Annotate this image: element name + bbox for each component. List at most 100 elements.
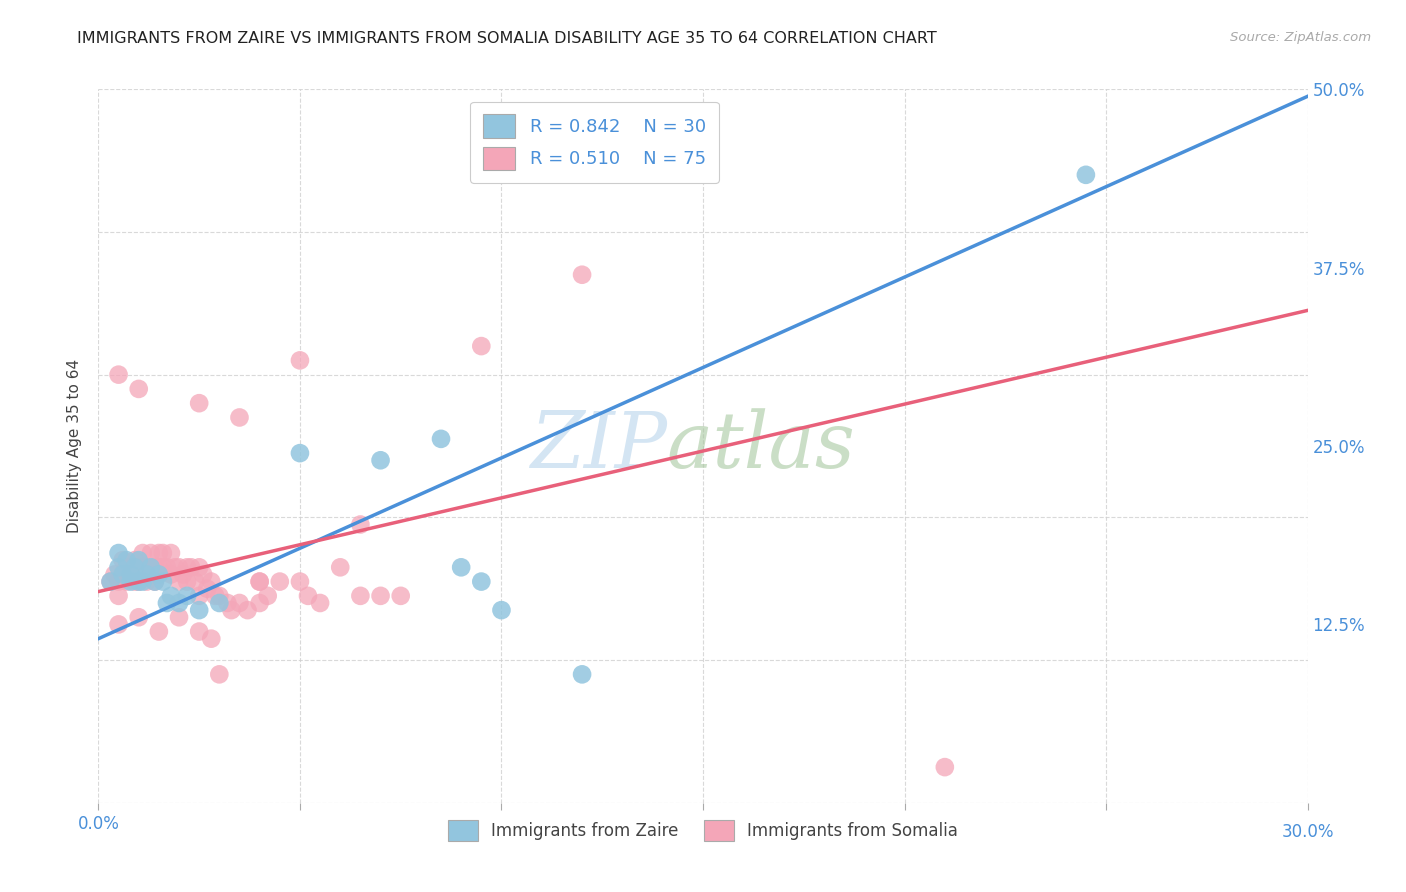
Point — [111, 567, 134, 582]
Legend: Immigrants from Zaire, Immigrants from Somalia: Immigrants from Zaire, Immigrants from S… — [441, 814, 965, 848]
Point — [184, 574, 207, 589]
Point — [115, 574, 138, 589]
Point — [128, 560, 150, 574]
Text: ZIP: ZIP — [530, 408, 666, 484]
Point — [208, 596, 231, 610]
Point — [135, 567, 157, 582]
Point — [135, 574, 157, 589]
Point — [297, 589, 319, 603]
Point — [167, 560, 190, 574]
Point — [470, 574, 492, 589]
Point — [208, 589, 231, 603]
Text: atlas: atlas — [666, 408, 855, 484]
Point — [128, 553, 150, 567]
Point — [329, 560, 352, 574]
Point — [128, 382, 150, 396]
Point — [176, 589, 198, 603]
Point — [107, 546, 129, 560]
Point — [450, 560, 472, 574]
Point — [139, 560, 162, 574]
Point — [571, 667, 593, 681]
Point — [160, 567, 183, 582]
Point — [143, 574, 166, 589]
Point — [200, 574, 222, 589]
Point — [156, 596, 179, 610]
Point — [163, 560, 186, 574]
Point — [349, 517, 371, 532]
Point — [103, 567, 125, 582]
Point — [100, 574, 122, 589]
Point — [152, 560, 174, 574]
Point — [152, 574, 174, 589]
Point — [269, 574, 291, 589]
Point — [288, 574, 311, 589]
Point — [107, 617, 129, 632]
Point — [176, 560, 198, 574]
Point — [370, 589, 392, 603]
Point — [128, 574, 150, 589]
Point — [167, 610, 190, 624]
Point — [115, 553, 138, 567]
Point — [100, 574, 122, 589]
Point — [172, 567, 194, 582]
Point — [309, 596, 332, 610]
Point — [176, 574, 198, 589]
Point — [160, 546, 183, 560]
Point — [148, 567, 170, 582]
Point — [156, 560, 179, 574]
Point — [139, 546, 162, 560]
Point — [124, 553, 146, 567]
Point — [120, 567, 142, 582]
Point — [148, 624, 170, 639]
Point — [148, 560, 170, 574]
Point — [288, 446, 311, 460]
Point — [370, 453, 392, 467]
Point — [160, 589, 183, 603]
Point — [204, 589, 226, 603]
Point — [152, 546, 174, 560]
Point — [470, 339, 492, 353]
Point — [195, 582, 218, 596]
Point — [124, 560, 146, 574]
Point — [107, 589, 129, 603]
Point — [188, 624, 211, 639]
Point — [1074, 168, 1097, 182]
Point — [148, 546, 170, 560]
Point — [249, 574, 271, 589]
Point — [491, 603, 513, 617]
Point — [221, 603, 243, 617]
Point — [180, 560, 202, 574]
Point — [124, 574, 146, 589]
Point — [188, 589, 211, 603]
Point — [188, 560, 211, 574]
Y-axis label: Disability Age 35 to 64: Disability Age 35 to 64 — [67, 359, 83, 533]
Point — [111, 553, 134, 567]
Point — [249, 574, 271, 589]
Point — [349, 589, 371, 603]
Point — [228, 596, 250, 610]
Point — [107, 574, 129, 589]
Point — [167, 596, 190, 610]
Point — [256, 589, 278, 603]
Point — [430, 432, 453, 446]
Point — [188, 603, 211, 617]
Point — [128, 574, 150, 589]
Point — [120, 567, 142, 582]
Point — [128, 610, 150, 624]
Point — [132, 560, 155, 574]
Point — [120, 560, 142, 574]
Text: Source: ZipAtlas.com: Source: ZipAtlas.com — [1230, 31, 1371, 45]
Point — [132, 546, 155, 560]
Point — [135, 560, 157, 574]
Point — [228, 410, 250, 425]
Point — [167, 574, 190, 589]
Point — [115, 560, 138, 574]
Point — [107, 368, 129, 382]
Text: IMMIGRANTS FROM ZAIRE VS IMMIGRANTS FROM SOMALIA DISABILITY AGE 35 TO 64 CORRELA: IMMIGRANTS FROM ZAIRE VS IMMIGRANTS FROM… — [77, 31, 936, 46]
Point — [934, 760, 956, 774]
Text: 30.0%: 30.0% — [1281, 822, 1334, 841]
Point — [288, 353, 311, 368]
Point — [236, 603, 259, 617]
Point — [200, 632, 222, 646]
Point — [107, 560, 129, 574]
